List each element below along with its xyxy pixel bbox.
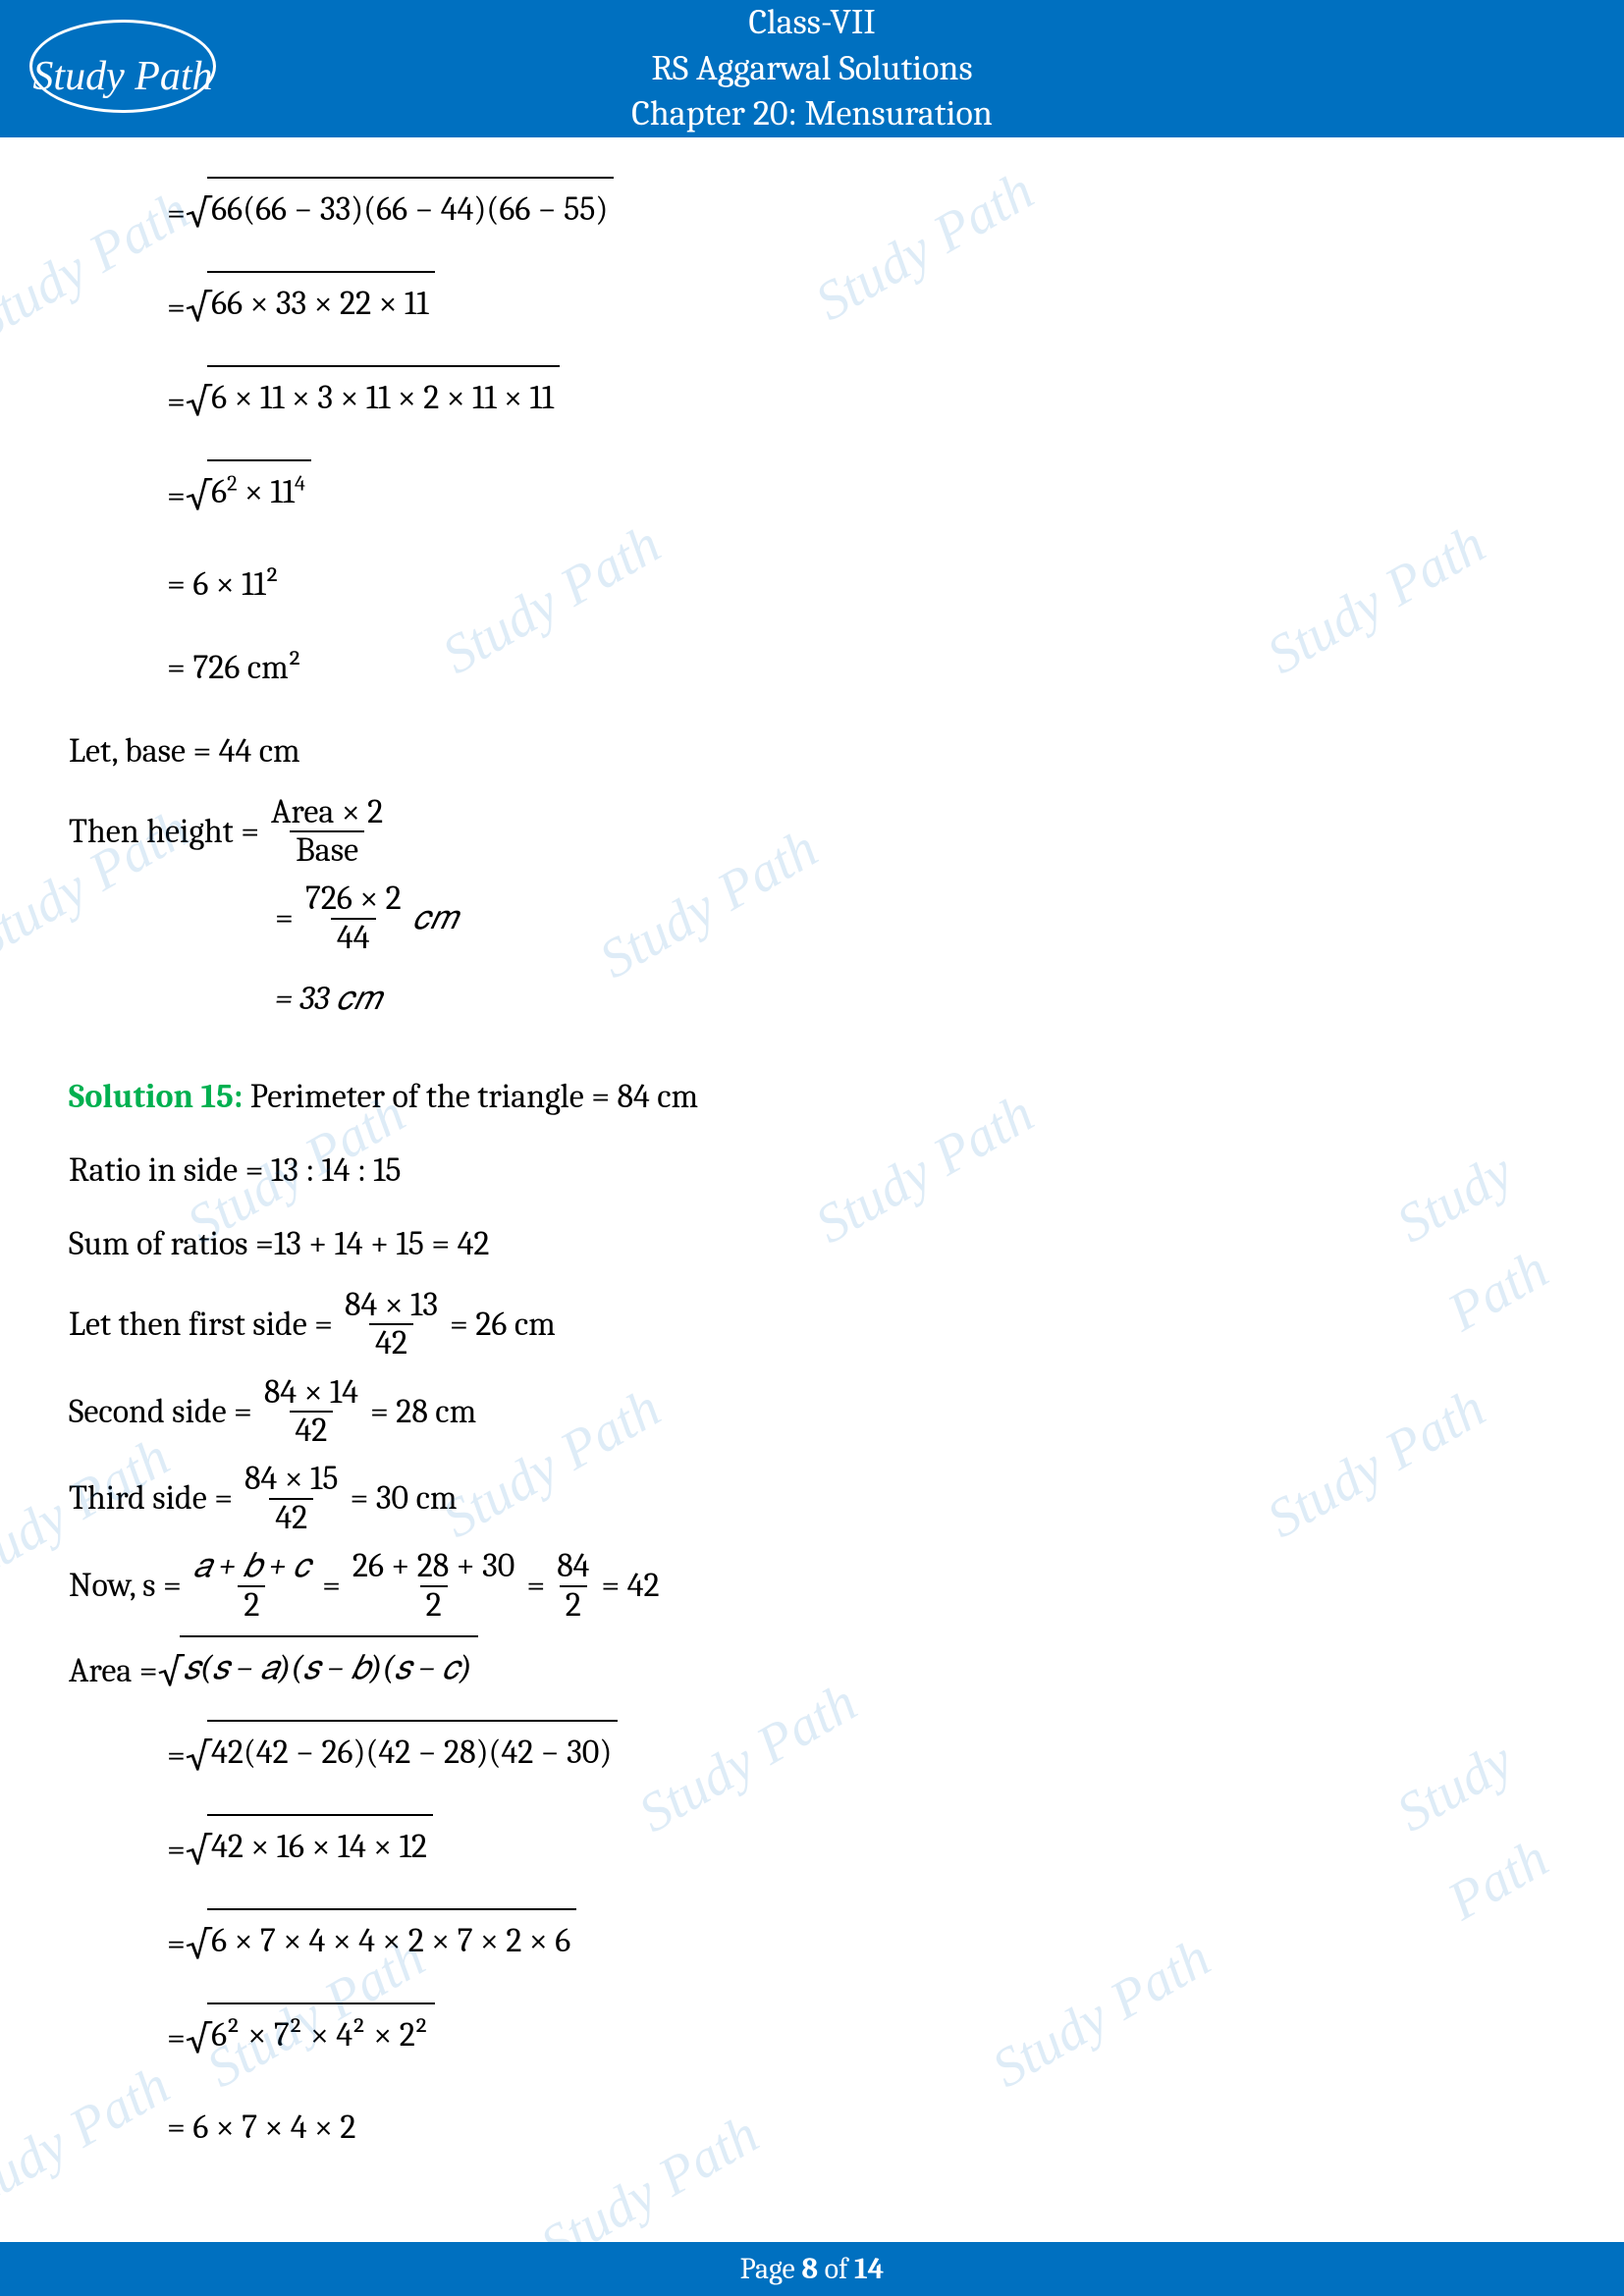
area-step: = √42 × 16 × 14 × 12 [69,1814,1555,1887]
area-step: = √6² × 7² × 4² × 2² [69,2002,1555,2075]
solution-15-heading: Solution 15: Perimeter of the triangle =… [69,1066,1555,1128]
footer-prefix: Page [740,2252,802,2286]
page-footer: Page 8 of 14 [0,2242,1624,2296]
header-titles: Class-VII RS Aggarwal Solutions Chapter … [29,0,1595,137]
second-side: Second side = 84 × 1442 = 28 cm [69,1374,1555,1450]
area-formula: Area = √𝑠(𝑠 − 𝑎)(𝑠 − 𝑏)(𝑠 − 𝑐) [69,1635,1555,1708]
ratio-line: Ratio in side = 13 : 14 : 15 [69,1140,1555,1201]
header-book: RS Aggarwal Solutions [29,46,1595,92]
area-step: = 6 × 7 × 4 × 2 [69,2097,1555,2159]
area-step: = √6 × 7 × 4 × 4 × 2 × 7 × 2 × 6 [69,1908,1555,1981]
math-step: = √6 × 11 × 3 × 11 × 2 × 11 × 11 [69,365,1555,438]
math-step: = √62 × 114 [69,459,1555,532]
math-step: = √66 × 33 × 22 × 11 [69,271,1555,344]
logo-oval: Study Path [29,20,216,113]
header-class: Class-VII [29,0,1595,46]
third-side: Third side = 84 × 1542 = 30 cm [69,1461,1555,1536]
page-content: Study Path Study Path Study Path Study P… [0,137,1624,2219]
area-step: = √42(42 − 26)(42 − 28)(42 − 30) [69,1720,1555,1792]
math-step: = √66(66 − 33)(66 − 44)(66 − 55) [69,177,1555,249]
page-header: Study Path Class-VII RS Aggarwal Solutio… [0,0,1624,137]
height-result: = 33 𝑐𝑚 [69,968,1555,1030]
height-formula: Then height = Area × 2Base [69,794,1555,870]
footer-of: of [818,2252,854,2286]
total-pages: 14 [854,2252,884,2286]
base-line: Let, base = 44 cm [69,721,1555,782]
sum-ratios: Sum of ratios =13 + 14 + 15 = 42 [69,1213,1555,1275]
page-number: 8 [801,2252,818,2286]
first-side: Let then first side = 84 × 1342 = 26 cm [69,1287,1555,1362]
logo-text: Study Path [32,53,212,100]
header-chapter: Chapter 20: Mensuration [29,91,1595,137]
math-step: = 6 × 11² [69,554,1555,615]
solution-label: Solution 15: [69,1077,243,1116]
math-step: = 726 cm² [69,637,1555,699]
height-calc: = 726 × 244 𝑐𝑚 [69,881,1555,956]
semi-perimeter: Now, s = 𝑎 + 𝑏 + 𝑐2 = 26 + 28 + 302 = 84… [69,1548,1555,1624]
logo: Study Path [29,20,226,118]
